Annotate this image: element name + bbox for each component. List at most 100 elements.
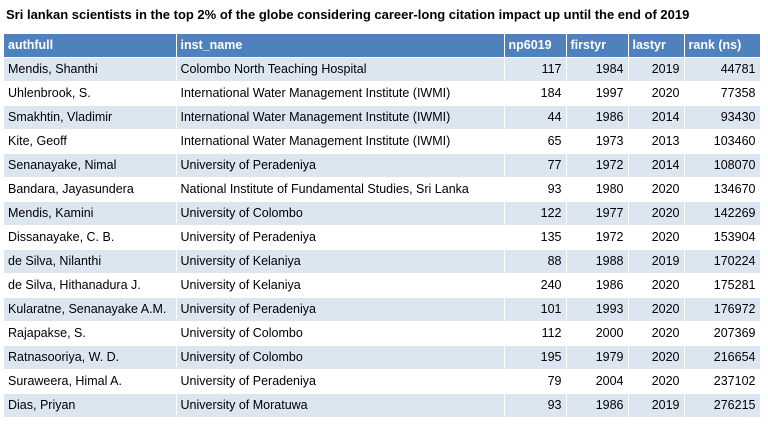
cell-np6019: 101 (504, 297, 567, 322)
table-row: Uhlenbrook, S. International Water Manage… (4, 81, 761, 106)
cell-lastyr: 2020 (628, 81, 685, 106)
table-row: Rajapakse, S. University of Colombo 112 200… (4, 321, 761, 346)
cell-rank: 134670 (684, 177, 761, 202)
table-row: de Silva, Hithanadura J. University of Ke… (4, 273, 761, 298)
cell-authfull: Dias, Priyan (4, 393, 177, 418)
cell-inst-name: University of Peradeniya (176, 225, 505, 250)
cell-authfull: Dissanayake, C. B. (4, 225, 177, 250)
cell-lastyr: 2013 (628, 129, 685, 154)
cell-rank: 237102 (684, 369, 761, 394)
cell-np6019: 117 (504, 57, 567, 82)
cell-firstyr: 1984 (566, 57, 629, 82)
cell-np6019: 93 (504, 177, 567, 202)
cell-rank: 108070 (684, 153, 761, 178)
cell-np6019: 65 (504, 129, 567, 154)
cell-inst-name: International Water Management Institute… (176, 81, 505, 106)
table-row: Ratnasooriya, W. D. University of Colombo… (4, 345, 761, 370)
cell-authfull: Bandara, Jayasundera (4, 177, 177, 202)
cell-lastyr: 2020 (628, 225, 685, 250)
cell-authfull: Uhlenbrook, S. (4, 81, 177, 106)
cell-authfull: Mendis, Kamini (4, 201, 177, 226)
cell-inst-name: Colombo North Teaching Hospital (176, 57, 505, 82)
table-row: Suraweera, Himal A. University of Peraden… (4, 369, 761, 394)
cell-np6019: 135 (504, 225, 567, 250)
cell-authfull: de Silva, Nilanthi (4, 249, 177, 274)
table-row: Dias, Priyan University of Moratuwa 93 1986… (4, 393, 761, 418)
cell-firstyr: 1972 (566, 153, 629, 178)
column-header-lastyr: lastyr (628, 34, 685, 58)
table-row: Bandara, Jayasundera National Institute o… (4, 177, 761, 202)
cell-lastyr: 2020 (628, 273, 685, 298)
cell-np6019: 240 (504, 273, 567, 298)
cell-inst-name: National Institute of Fundamental Studie… (176, 177, 505, 202)
cell-np6019: 77 (504, 153, 567, 178)
cell-authfull: Suraweera, Himal A. (4, 369, 177, 394)
column-header-rank: rank (ns) (684, 34, 761, 58)
cell-inst-name: University of Kelaniya (176, 273, 505, 298)
cell-firstyr: 1986 (566, 273, 629, 298)
cell-rank: 207369 (684, 321, 761, 346)
table-row: Mendis, Kamini University of Colombo 122 19… (4, 201, 761, 226)
cell-lastyr: 2014 (628, 153, 685, 178)
cell-lastyr: 2014 (628, 105, 685, 130)
table-row: Smakhtin, Vladimir International Water Ma… (4, 105, 761, 130)
cell-firstyr: 1973 (566, 129, 629, 154)
cell-firstyr: 1986 (566, 393, 629, 418)
cell-firstyr: 1979 (566, 345, 629, 370)
cell-lastyr: 2019 (628, 393, 685, 418)
cell-inst-name: International Water Management Institute… (176, 129, 505, 154)
cell-rank: 216654 (684, 345, 761, 370)
slide-title: Sri lankan scientists in the top 2% of t… (6, 7, 690, 22)
cell-lastyr: 2020 (628, 369, 685, 394)
cell-inst-name: University of Colombo (176, 201, 505, 226)
table-row: Dissanayake, C. B. University of Peradeni… (4, 225, 761, 250)
cell-inst-name: University of Peradeniya (176, 153, 505, 178)
cell-firstyr: 1977 (566, 201, 629, 226)
table-row: Kularatne, Senanayake A.M. University of … (4, 297, 761, 322)
cell-firstyr: 2004 (566, 369, 629, 394)
column-header-authfull: authfull (4, 34, 177, 58)
cell-np6019: 88 (504, 249, 567, 274)
cell-lastyr: 2020 (628, 321, 685, 346)
table-row: Senanayake, Nimal University of Peradeniy… (4, 153, 761, 178)
cell-firstyr: 1988 (566, 249, 629, 274)
cell-lastyr: 2019 (628, 249, 685, 274)
cell-firstyr: 1997 (566, 81, 629, 106)
cell-np6019: 112 (504, 321, 567, 346)
cell-rank: 103460 (684, 129, 761, 154)
cell-inst-name: University of Colombo (176, 345, 505, 370)
cell-authfull: Ratnasooriya, W. D. (4, 345, 177, 370)
scientists-table: authfull inst_name np6019 firstyr lastyr… (4, 34, 761, 418)
cell-rank: 176972 (684, 297, 761, 322)
table-header-row: authfull inst_name np6019 firstyr lastyr… (4, 34, 761, 58)
cell-rank: 77358 (684, 81, 761, 106)
cell-inst-name: University of Colombo (176, 321, 505, 346)
cell-authfull: Kite, Geoff (4, 129, 177, 154)
cell-lastyr: 2020 (628, 345, 685, 370)
cell-authfull: Kularatne, Senanayake A.M. (4, 297, 177, 322)
cell-lastyr: 2020 (628, 177, 685, 202)
cell-authfull: Mendis, Shanthi (4, 57, 177, 82)
cell-authfull: Senanayake, Nimal (4, 153, 177, 178)
cell-np6019: 122 (504, 201, 567, 226)
cell-authfull: Rajapakse, S. (4, 321, 177, 346)
cell-firstyr: 1980 (566, 177, 629, 202)
cell-inst-name: University of Peradeniya (176, 369, 505, 394)
cell-firstyr: 1972 (566, 225, 629, 250)
table-row: Mendis, Shanthi Colombo North Teaching Ho… (4, 57, 761, 82)
cell-lastyr: 2020 (628, 297, 685, 322)
cell-firstyr: 2000 (566, 321, 629, 346)
cell-inst-name: University of Kelaniya (176, 249, 505, 274)
cell-np6019: 79 (504, 369, 567, 394)
cell-rank: 142269 (684, 201, 761, 226)
cell-np6019: 195 (504, 345, 567, 370)
cell-lastyr: 2020 (628, 201, 685, 226)
cell-rank: 153904 (684, 225, 761, 250)
table-row: de Silva, Nilanthi University of Kelaniya… (4, 249, 761, 274)
cell-rank: 276215 (684, 393, 761, 418)
cell-inst-name: University of Moratuwa (176, 393, 505, 418)
cell-np6019: 184 (504, 81, 567, 106)
cell-lastyr: 2019 (628, 57, 685, 82)
cell-rank: 175281 (684, 273, 761, 298)
